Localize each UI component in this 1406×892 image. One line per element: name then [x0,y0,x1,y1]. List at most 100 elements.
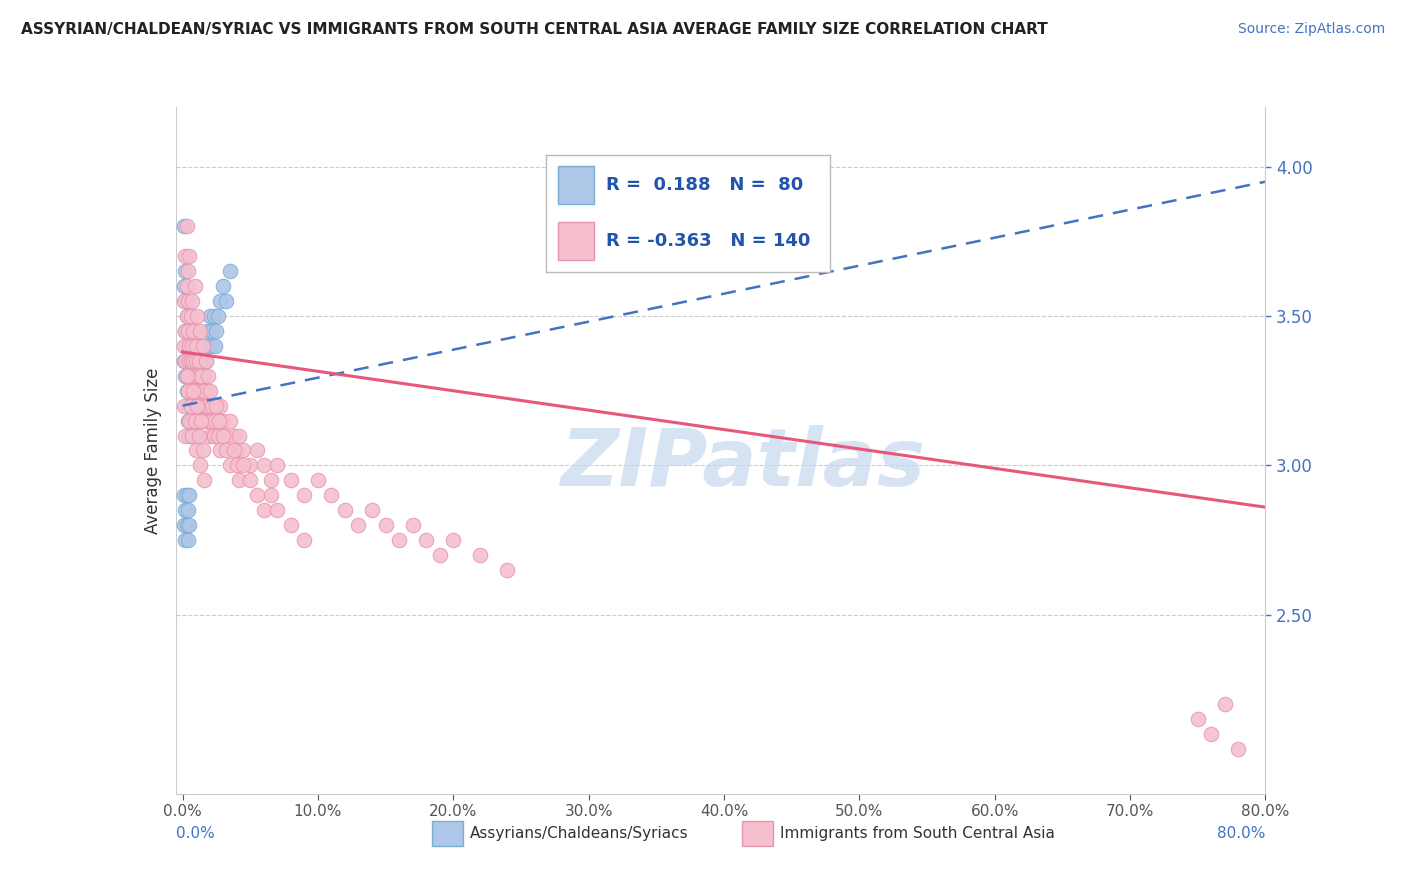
Point [186,309,208,323]
Point [1199,727,1222,741]
Point [209,294,232,309]
Point [179,428,201,442]
Text: 0.0%: 0.0% [176,826,215,840]
Point [191,354,214,368]
Point [180,368,202,383]
Point [246,443,269,458]
Point [176,339,198,353]
Point [187,354,209,368]
Point [198,384,221,398]
Point [191,339,214,353]
Point [173,488,195,502]
Point [177,264,200,278]
Point [181,368,204,383]
Point [429,548,451,562]
Point [321,488,343,502]
Point [177,354,200,368]
Point [179,339,201,353]
Point [212,279,235,293]
Point [181,384,204,398]
Point [177,384,200,398]
Point [174,249,197,263]
Point [179,384,201,398]
Point [174,354,197,368]
Point [184,339,207,353]
Point [181,339,204,353]
Point [179,368,201,383]
Point [190,368,212,383]
Point [174,533,197,547]
Point [202,309,225,323]
Point [187,414,209,428]
Point [195,399,218,413]
Point [179,249,201,263]
Point [186,399,208,413]
Point [1213,698,1236,712]
Point [259,488,281,502]
Point [194,354,217,368]
Point [183,384,205,398]
Point [202,428,225,442]
Point [188,458,211,473]
Point [184,414,207,428]
Point [191,443,214,458]
Point [177,324,200,338]
Point [183,414,205,428]
Point [184,428,207,442]
Point [181,399,204,413]
Point [259,473,281,487]
FancyBboxPatch shape [558,166,595,204]
Point [181,428,204,442]
Point [212,414,235,428]
Point [177,384,200,398]
Point [187,428,209,442]
Text: Source: ZipAtlas.com: Source: ZipAtlas.com [1237,22,1385,37]
Text: Immigrants from South Central Asia: Immigrants from South Central Asia [779,826,1054,840]
Point [176,518,198,533]
Point [222,428,245,442]
Point [191,368,214,383]
Point [198,309,221,323]
Text: R =  0.188   N =  80: R = 0.188 N = 80 [606,176,803,194]
Point [215,443,238,458]
Point [186,354,208,368]
Text: 80.0%: 80.0% [1218,826,1265,840]
Point [183,339,205,353]
Point [209,399,232,413]
Point [179,518,201,533]
Point [191,399,214,413]
Point [225,443,247,458]
Point [1187,712,1209,726]
Point [232,458,254,473]
Point [176,219,198,234]
Point [212,428,235,442]
Point [209,443,232,458]
Point [180,384,202,398]
Point [181,368,204,383]
Point [191,384,214,398]
Point [177,294,200,309]
Point [205,399,228,413]
Point [225,458,247,473]
Point [197,368,219,383]
Text: Assyrians/Chaldeans/Syriacs: Assyrians/Chaldeans/Syriacs [470,826,689,840]
Point [173,279,195,293]
Point [183,399,205,413]
Point [183,384,205,398]
Point [198,428,221,442]
Point [191,399,214,413]
Point [292,533,315,547]
Point [239,473,262,487]
Point [173,339,195,353]
Point [280,473,302,487]
Point [347,518,370,533]
Point [184,354,207,368]
Point [253,503,276,517]
Point [183,368,205,383]
Point [361,503,384,517]
Point [188,399,211,413]
Point [184,368,207,383]
Point [200,414,222,428]
Point [173,354,195,368]
Point [183,384,205,398]
